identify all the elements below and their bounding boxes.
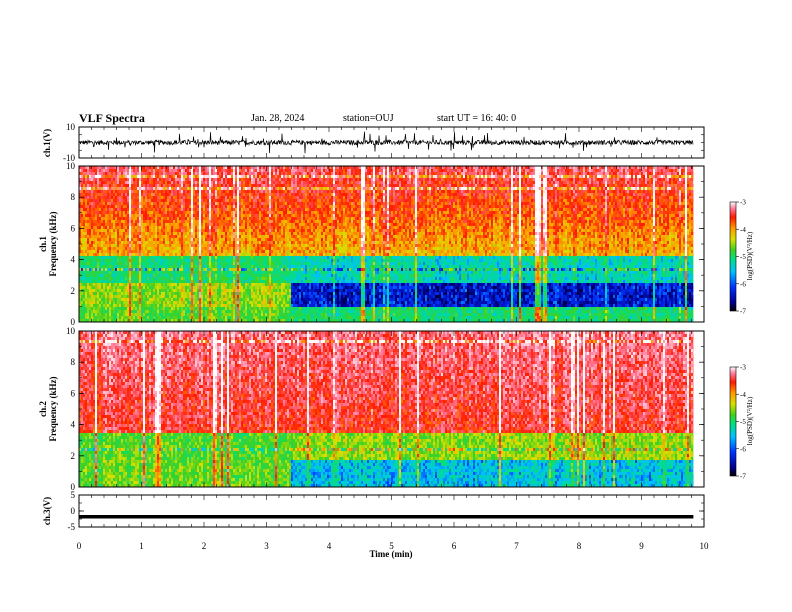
ch2-spec-ylabel-channel: ch.2 — [38, 401, 48, 417]
colorbar-tick-label: -7 — [740, 473, 746, 481]
station-label: station=OUJ — [343, 113, 394, 124]
time-axis-label: Time (min) — [369, 549, 412, 559]
ch1-ytick-label: 2 — [71, 286, 76, 296]
ch3-ytick-label: 0 — [71, 506, 76, 516]
colorbar-tick-label: -5 — [740, 418, 746, 426]
ch2-ytick-label: 6 — [71, 388, 76, 398]
ch1-spectrogram-panel: 0 2 4 6 8 10 — [66, 161, 705, 327]
ch1-spectrogram-image — [79, 166, 696, 323]
ch1-ytick-label: 0 — [71, 317, 76, 327]
ch3-ytick-label: -5 — [68, 522, 76, 532]
colorbar-tick-label: -4 — [740, 391, 746, 399]
ch1-colorbar-label: log(PSD)(V²/Hz) — [746, 231, 754, 280]
colorbar-tick-label: -3 — [740, 199, 746, 207]
time-tick-label: 5 — [389, 541, 394, 551]
time-tick-label: 6 — [452, 541, 457, 551]
ch2-ytick-label: 2 — [71, 451, 76, 461]
ch1-colorbar-gradient — [729, 201, 737, 312]
time-tick-label: 9 — [639, 541, 644, 551]
ch1-ytick-label: 10 — [66, 161, 76, 171]
ch1-spec-ylabel-channel: ch.1 — [38, 236, 48, 252]
ch3-waveform-panel: 5 0 -5 — [68, 490, 705, 532]
time-tick-label: 10 — [700, 541, 710, 551]
ch2-colorbar: -3 -4 -5 -6 -7 log(PSD)(V²/Hz) — [729, 364, 754, 481]
chart-title: VLF Spectra — [79, 111, 145, 126]
ch1-colorbar: -3 -4 -5 -6 -7 log(PSD)(V²/Hz) — [729, 199, 754, 316]
time-tick-label: 4 — [327, 541, 332, 551]
time-tick-label: 2 — [202, 541, 207, 551]
ch2-ytick-label: 4 — [71, 420, 76, 430]
colorbar-tick-label: -3 — [740, 364, 746, 372]
ch1-ytick-label: 6 — [71, 223, 76, 233]
ch3-ytick-label: 5 — [71, 490, 76, 500]
ch3-ylabel: ch.3(V) — [42, 497, 52, 525]
ch1-waveform-panel: 10 -10 — [63, 122, 705, 163]
ch2-colorbar-label: log(PSD)(V²/Hz) — [746, 396, 754, 445]
start-time-label: start UT = 16: 40: 0 — [437, 113, 516, 124]
colorbar-tick-label: -6 — [740, 280, 746, 288]
time-tick-label: 1 — [139, 541, 144, 551]
ch2-spectrogram-panel: 0 2 4 6 8 10 — [66, 326, 705, 492]
colorbar-tick-label: -6 — [740, 445, 746, 453]
time-tick-label: 0 — [77, 541, 82, 551]
ch1-waveform-trace — [78, 131, 694, 154]
ch1-ytick-label: 4 — [71, 255, 76, 265]
time-axis: 0 1 2 3 4 5 6 7 8 9 10 — [77, 541, 709, 551]
ch2-colorbar-gradient — [729, 366, 737, 477]
ch2-ytick-label: 8 — [71, 357, 76, 367]
colorbar-tick-label: -5 — [740, 253, 746, 261]
ch1-ytick-label: 8 — [71, 192, 76, 202]
ch1-ytick-label: -10 — [63, 153, 75, 163]
time-tick-label: 7 — [514, 541, 519, 551]
colorbar-tick-label: -7 — [740, 308, 746, 316]
ch2-ytick-label: 10 — [66, 326, 76, 336]
time-tick-label: 3 — [264, 541, 269, 551]
date-label: Jan. 28, 2024 — [251, 113, 304, 124]
ch2-spectrogram-image — [79, 331, 696, 488]
time-tick-label: 8 — [577, 541, 582, 551]
ch1-spec-ylabel: Frequency (kHz) — [48, 211, 58, 276]
ch1-ytick-label: 10 — [66, 122, 76, 132]
ch2-spec-ylabel: Frequency (kHz) — [48, 376, 58, 441]
colorbar-tick-label: -4 — [740, 226, 746, 234]
ch2-ytick-label: 0 — [71, 482, 76, 492]
ch1-ylabel: ch.1(V) — [42, 129, 52, 157]
